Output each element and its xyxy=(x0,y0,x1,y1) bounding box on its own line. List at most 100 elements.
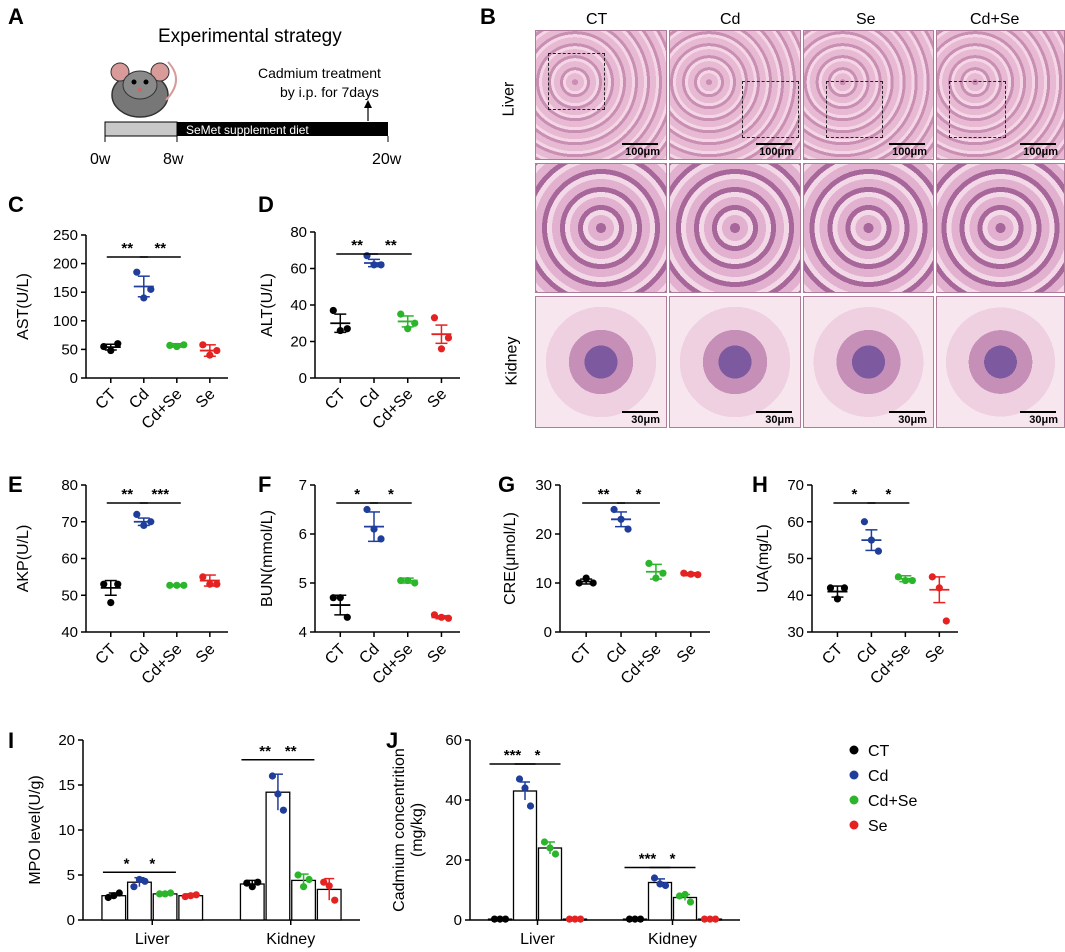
x-tick-label-h: Cd xyxy=(854,641,880,667)
panel-letter-e: E xyxy=(8,472,23,497)
data-point-j xyxy=(565,915,574,923)
histology-image-r2-cd xyxy=(669,163,801,293)
data-point-j xyxy=(521,784,529,792)
col-header-cd: Cd xyxy=(720,11,740,28)
data-point-i xyxy=(305,875,313,884)
y-tick-label-j: 40 xyxy=(445,792,462,809)
data-point-d xyxy=(444,334,453,342)
x-tick-label-j: Kidney xyxy=(648,931,697,948)
data-point-f xyxy=(404,576,412,585)
zoom-region-box xyxy=(826,81,883,138)
data-point-c xyxy=(100,342,108,351)
data-point-i xyxy=(274,790,282,798)
y-tick-label-g: 30 xyxy=(535,477,552,494)
legend-marker xyxy=(849,795,859,805)
legend-label: Cd xyxy=(868,768,888,785)
data-point-f xyxy=(370,525,378,533)
diet-bar xyxy=(177,122,388,136)
data-point-d xyxy=(437,345,446,353)
data-point-j xyxy=(526,802,535,810)
significance-label-c: ** xyxy=(121,240,133,257)
panel-letter-b: B xyxy=(480,4,496,29)
data-point-f xyxy=(437,613,446,621)
data-point-j xyxy=(675,892,684,900)
data-point-i xyxy=(155,890,164,898)
bar-i xyxy=(178,895,204,921)
data-point-h xyxy=(901,576,909,585)
scale-bar-label: 30μm xyxy=(765,414,794,426)
data-point-e xyxy=(107,599,115,607)
histology-image-r1-se: 100μm xyxy=(803,30,934,160)
data-point-h xyxy=(935,584,943,592)
data-point-h xyxy=(840,584,849,592)
x-tick-label-d: Se xyxy=(424,386,450,412)
data-point-c xyxy=(107,346,115,355)
y-tick-label-f: 4 xyxy=(299,624,307,641)
panel-letter-d: D xyxy=(258,192,274,217)
significance-label-g: * xyxy=(636,486,642,503)
treatment-arrowhead xyxy=(364,100,372,108)
data-point-h xyxy=(860,518,869,526)
treatment-note-line2: by i.p. for 7days xyxy=(280,84,379,100)
data-point-j xyxy=(551,850,560,858)
data-point-i xyxy=(110,892,118,900)
y-tick-label-e: 50 xyxy=(61,587,78,604)
scale-bar-label: 30μm xyxy=(898,414,927,426)
y-axis-label-d: ALT(U/L) xyxy=(259,273,276,337)
data-point-f xyxy=(411,579,419,587)
data-point-e xyxy=(147,518,155,526)
panel-letter-a: A xyxy=(8,4,24,29)
data-point-g xyxy=(582,574,590,582)
data-point-c xyxy=(140,294,148,302)
data-point-e xyxy=(100,580,108,588)
data-point-i xyxy=(331,896,339,904)
y-tick-label-d: 20 xyxy=(290,334,307,351)
significance-label-j: * xyxy=(670,851,676,868)
data-point-e xyxy=(180,581,188,589)
x-tick-label-g: Se xyxy=(674,641,700,667)
data-point-i xyxy=(181,893,189,901)
histology-image-r2-se xyxy=(803,163,934,293)
data-point-h xyxy=(874,547,883,555)
data-point-c xyxy=(180,341,188,349)
data-point-e xyxy=(173,581,181,589)
data-point-i xyxy=(254,878,262,886)
legend-label: CT xyxy=(868,743,890,760)
data-point-j xyxy=(656,880,664,888)
x-tick-label-g: Cd+Se xyxy=(618,641,665,688)
x-tick-label-c: Se xyxy=(193,386,219,412)
legend-marker xyxy=(849,820,859,830)
y-tick-label-i: 10 xyxy=(58,822,75,839)
significance-label-i: ** xyxy=(285,743,297,760)
y-tick-label-c: 200 xyxy=(53,256,78,273)
data-point-h xyxy=(942,617,950,625)
significance-label-i: * xyxy=(149,855,155,872)
bar-j xyxy=(512,790,538,921)
data-point-f xyxy=(363,505,371,514)
histology-image-r3-se: 30μm xyxy=(803,296,934,428)
x-tick-label-d: CT xyxy=(322,386,349,413)
y-tick-label-j: 60 xyxy=(445,732,462,749)
data-point-i xyxy=(279,806,288,814)
x-tick-label-e: CT xyxy=(92,641,119,668)
zoom-region-box xyxy=(949,81,1006,138)
data-point-d xyxy=(370,261,378,269)
data-point-j xyxy=(540,838,549,846)
significance-label-h: * xyxy=(885,486,891,503)
y-tick-label-h: 40 xyxy=(787,587,804,604)
panel-letter-f: F xyxy=(258,472,271,497)
scale-bar xyxy=(1020,411,1056,413)
data-point-g xyxy=(652,574,660,582)
data-point-c xyxy=(199,341,207,349)
y-tick-label-i: 20 xyxy=(58,732,75,749)
significance-label-j: * xyxy=(535,747,541,764)
legend-marker xyxy=(849,745,859,755)
data-point-g xyxy=(659,569,667,577)
data-point-i xyxy=(104,893,112,902)
data-point-i xyxy=(161,890,169,898)
panel-letter-i: I xyxy=(8,728,14,753)
histology-image-r2-ct xyxy=(535,163,667,293)
x-tick-label-f: Cd xyxy=(356,641,382,667)
x-tick-label-j: Liver xyxy=(520,931,555,948)
data-point-j xyxy=(631,915,639,923)
